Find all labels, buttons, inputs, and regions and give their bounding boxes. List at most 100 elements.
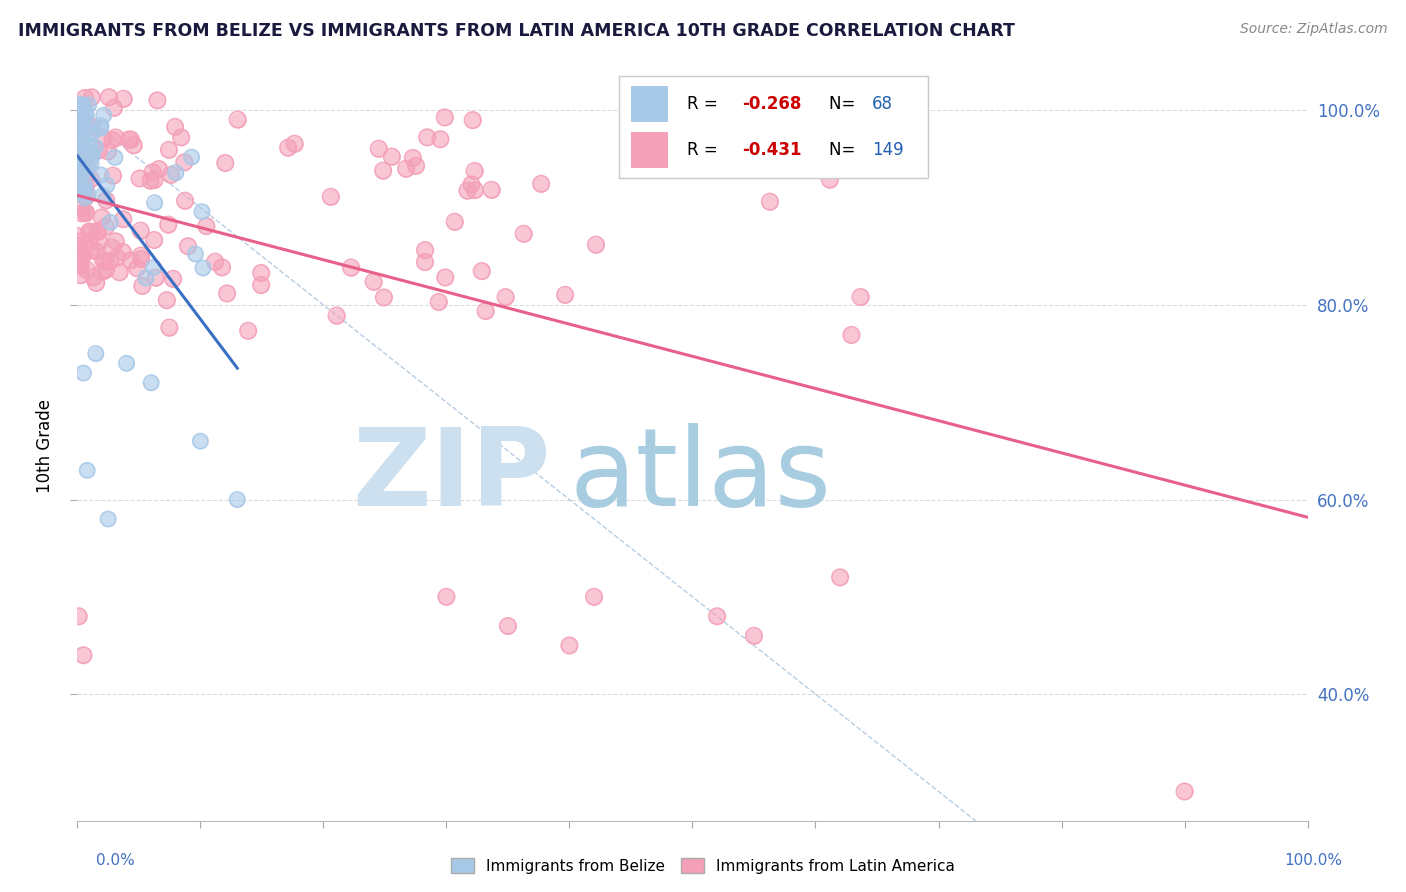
Point (139, 173, 162, 187)
Point (67, 257, 90, 271)
Point (75, 148, 97, 162)
Point (72, 164, 94, 178)
Point (180, 150, 202, 164)
Point (76, 160, 98, 174)
Point (429, 132, 451, 146)
Point (67, 113, 90, 128)
Point (195, 219, 218, 234)
Point (104, 235, 127, 249)
Point (434, 270, 457, 285)
Point (157, 143, 180, 157)
Point (72, 129, 94, 144)
Point (184, 247, 207, 261)
Point (79, 145, 101, 159)
Point (104, 130, 127, 145)
FancyBboxPatch shape (631, 132, 668, 168)
Point (91, 252, 114, 267)
Point (405, 159, 427, 173)
Point (105, 251, 128, 265)
Point (73, 91, 96, 105)
Point (91, 131, 114, 145)
Point (80, 120, 103, 134)
Point (96, 178, 118, 193)
Text: R =: R = (686, 141, 723, 159)
Point (118, 132, 141, 146)
Point (849, 290, 872, 304)
Point (75, 109, 97, 123)
Point (204, 254, 226, 268)
Point (69, 115, 91, 129)
Point (115, 356, 138, 370)
Point (72, 99, 94, 113)
Point (82, 270, 104, 285)
Point (87, 144, 110, 158)
Point (214, 156, 236, 170)
Point (70, 105, 93, 120)
Point (75, 180, 97, 194)
Text: -0.431: -0.431 (742, 141, 801, 159)
Point (363, 275, 385, 289)
Point (80, 146, 103, 161)
Point (141, 376, 163, 390)
Point (841, 328, 863, 343)
Point (145, 270, 167, 285)
Point (97, 90, 120, 104)
Point (69, 115, 91, 129)
Point (100, 215, 122, 229)
Point (174, 194, 197, 208)
Point (70, 113, 93, 128)
Point (558, 639, 581, 653)
Text: ZIP: ZIP (353, 423, 551, 529)
Point (70, 115, 93, 129)
Point (830, 570, 852, 584)
Point (72, 161, 94, 176)
Point (84, 140, 107, 154)
Point (481, 183, 503, 197)
Point (456, 184, 478, 198)
Point (173, 155, 195, 169)
Point (66, 228, 89, 243)
Point (67, 114, 90, 128)
Point (67, 235, 90, 249)
Point (66, 228, 89, 243)
Point (443, 215, 465, 229)
Point (146, 94, 169, 108)
Point (427, 295, 450, 310)
Point (129, 224, 152, 238)
Point (75, 109, 97, 123)
Point (80, 90, 103, 104)
Point (131, 278, 153, 293)
Point (69, 133, 91, 147)
Point (67, 150, 90, 164)
Point (104, 235, 127, 249)
Point (67, 257, 90, 271)
Point (112, 212, 135, 227)
Text: N=: N= (830, 95, 860, 112)
Point (69, 157, 91, 171)
Point (103, 101, 125, 115)
Y-axis label: 10th Grade: 10th Grade (37, 399, 55, 493)
Point (101, 241, 124, 255)
Point (75, 179, 97, 194)
Point (75, 145, 97, 160)
Point (79, 140, 101, 154)
Point (73, 178, 96, 192)
Point (100, 215, 122, 229)
Point (402, 151, 425, 165)
Point (195, 219, 218, 234)
Point (66, 161, 89, 175)
Point (87, 144, 110, 158)
Point (80, 172, 103, 186)
Point (191, 204, 214, 219)
Point (170, 130, 193, 145)
Point (413, 255, 436, 269)
Point (554, 288, 576, 302)
Point (367, 142, 389, 156)
Point (82, 149, 104, 163)
FancyBboxPatch shape (631, 87, 668, 122)
Point (340, 260, 363, 275)
Point (554, 288, 576, 302)
Point (148, 162, 170, 177)
Point (226, 492, 249, 507)
Point (146, 94, 169, 108)
